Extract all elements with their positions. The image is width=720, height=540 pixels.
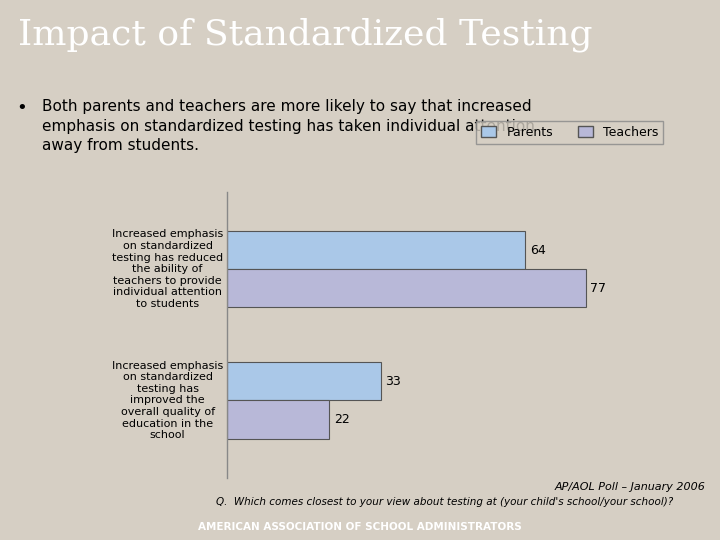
Bar [227, 362, 381, 400]
Text: 33: 33 [385, 375, 401, 388]
Text: 22: 22 [334, 413, 350, 426]
Legend: Parents, Teachers: Parents, Teachers [477, 120, 663, 144]
Text: •: • [16, 99, 27, 117]
Text: Impact of Standardized Testing: Impact of Standardized Testing [18, 18, 593, 52]
Text: Increased emphasis
on standardized
testing has
improved the
overall quality of
e: Increased emphasis on standardized testi… [112, 361, 223, 440]
Text: Increased emphasis
on standardized
testing has reduced
the ability of
teachers t: Increased emphasis on standardized testi… [112, 230, 223, 309]
Text: Both parents and teachers are more likely to say that increased
emphasis on stan: Both parents and teachers are more likel… [42, 99, 535, 153]
Text: 64: 64 [530, 244, 546, 256]
Text: Q.  Which comes closest to your view about testing at (your child's school/your : Q. Which comes closest to your view abou… [216, 497, 673, 507]
Bar [227, 231, 525, 269]
Text: AP/AOL Poll – January 2006: AP/AOL Poll – January 2006 [554, 482, 706, 492]
Text: AMERICAN ASSOCIATION OF SCHOOL ADMINISTRATORS: AMERICAN ASSOCIATION OF SCHOOL ADMINISTR… [198, 522, 522, 532]
Bar [227, 400, 329, 438]
Bar [227, 269, 585, 307]
Text: 77: 77 [590, 282, 606, 295]
